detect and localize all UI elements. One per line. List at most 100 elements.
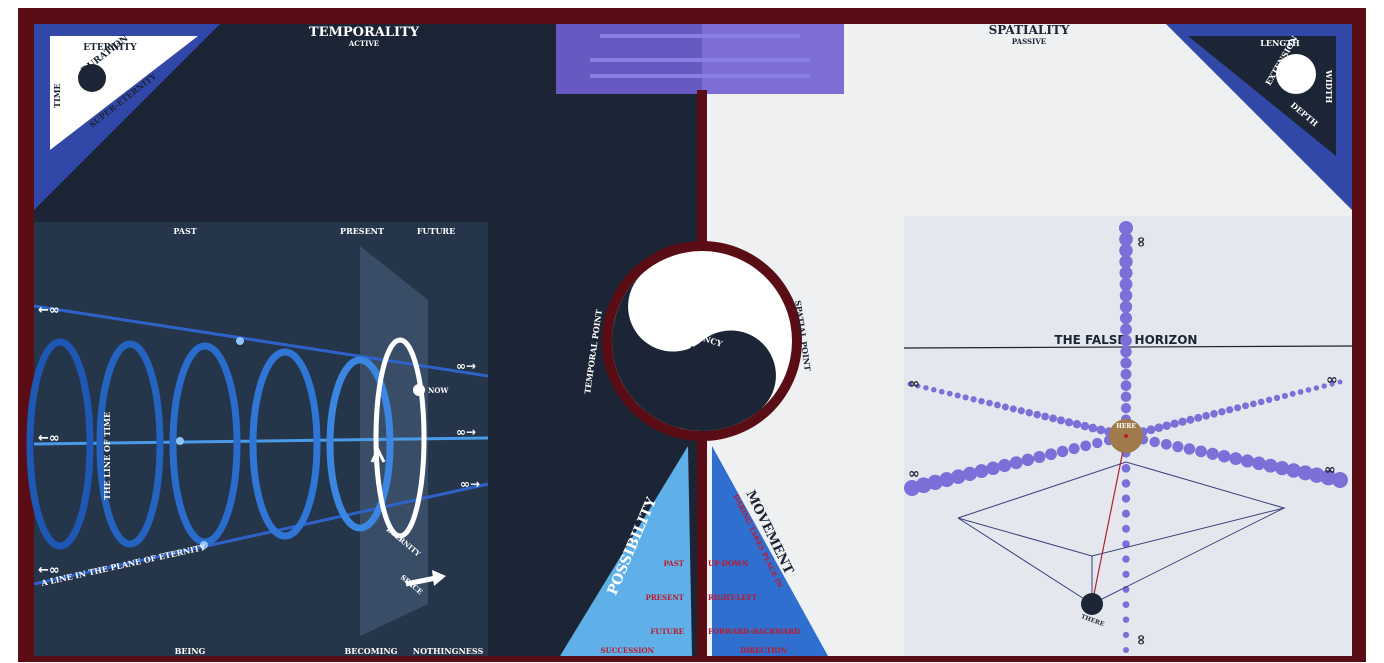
ray-dot <box>1297 389 1304 395</box>
ray-dot <box>1041 412 1049 421</box>
ray-dot <box>1320 469 1337 486</box>
ray-dot <box>1120 368 1132 380</box>
ray-dot <box>1119 232 1133 247</box>
ray-dot <box>1122 540 1130 548</box>
ray-dot <box>1305 387 1312 393</box>
spatiality-title: SPATIALITY <box>989 23 1070 37</box>
here-label: HERE <box>1116 423 1136 430</box>
helix <box>26 338 394 550</box>
ray-dot <box>931 386 937 393</box>
ray-dot <box>1183 443 1196 455</box>
ray-dot <box>1123 647 1129 653</box>
infinity-left-top: ←∞ <box>38 303 60 318</box>
nothingness-label: NOTHINGNESS <box>413 646 484 656</box>
space-panel: THE FALSE HORIZON HERE THERE ∞ ∞ ∞ ∞ ∞ ∞ <box>903 216 1353 656</box>
ray-dot <box>1329 381 1335 387</box>
space-arrow-icon <box>405 575 437 587</box>
ray-dot <box>962 466 978 482</box>
ray-dot <box>1263 458 1278 473</box>
ray-dot <box>1120 391 1132 403</box>
length-label: LENGTH <box>1260 38 1300 48</box>
ray-dot <box>1120 346 1132 358</box>
ground-plane <box>957 461 1286 605</box>
ray-dot <box>974 464 989 479</box>
ray-dot <box>1257 398 1265 406</box>
ray-dot <box>1096 425 1106 435</box>
ray-dot <box>1297 465 1313 481</box>
present-plane <box>360 246 428 636</box>
ray-dot <box>915 477 932 494</box>
ray-dot <box>1122 524 1130 533</box>
ray-dot <box>1186 415 1195 424</box>
yin-dot <box>685 374 709 398</box>
ray-dot <box>1017 407 1025 415</box>
yin-yang-dark <box>612 272 776 431</box>
banner-line <box>590 58 810 62</box>
infinity-right-mid: ∞→ <box>456 425 476 439</box>
ray-dot <box>1119 266 1133 280</box>
ray-dot <box>1195 445 1207 458</box>
ray-dot <box>1313 385 1320 391</box>
ray-dot <box>1121 494 1131 503</box>
ray-dot <box>1121 463 1131 473</box>
ray-dot <box>1025 409 1033 417</box>
ray-dot <box>1226 406 1234 414</box>
ray-dot <box>998 458 1012 473</box>
ray-dot <box>1119 255 1133 269</box>
dot-rays <box>904 221 1348 653</box>
ray-dot <box>1122 616 1130 623</box>
ray-dot <box>1160 438 1172 450</box>
banner-line <box>600 34 800 38</box>
temporality-title: TEMPORALITY <box>309 25 420 40</box>
ray-dot <box>1154 423 1164 433</box>
ray-dot <box>1242 402 1249 410</box>
ray-dot <box>1170 419 1179 428</box>
width-label: WIDTH <box>1324 69 1334 104</box>
ray-dot <box>1009 405 1017 413</box>
line-bottom <box>33 482 489 586</box>
ray-dot <box>923 385 929 391</box>
here-point <box>1124 434 1128 438</box>
ray-dot <box>954 392 961 399</box>
ray-dot <box>1120 357 1132 369</box>
ray-dot <box>1021 453 1035 467</box>
ray-dot <box>1149 436 1160 448</box>
infinity-top: ∞ <box>1133 236 1149 248</box>
ray-dot <box>978 397 985 405</box>
banner-line <box>590 74 810 78</box>
infinity-left-bottom: ←∞ <box>38 563 60 578</box>
ray-dot <box>1309 467 1325 483</box>
ray-dot <box>1178 417 1187 426</box>
ray-dot <box>1202 411 1210 420</box>
ray-dot <box>1068 443 1080 455</box>
ray-dot <box>1092 437 1103 449</box>
ray-dot <box>986 461 1000 476</box>
timeline-panel: PAST PRESENT FUTURE BEING BECOMING NOTHI… <box>26 222 489 656</box>
now-point <box>413 384 425 396</box>
node <box>200 541 208 549</box>
ray-dot <box>1337 379 1343 385</box>
row-past: PAST <box>664 559 685 568</box>
ray-dot <box>1146 425 1156 435</box>
ray-dot <box>1119 300 1133 313</box>
ray-dot <box>970 396 977 403</box>
false-horizon-label-2: HORIZON <box>1135 333 1198 347</box>
line-top <box>33 304 489 378</box>
ray-dot <box>1119 243 1133 258</box>
eternity-corner: ETERNITY DURATION SUPER-ETERNITY TIME <box>34 24 220 210</box>
row-direction: DIRECTION <box>740 646 788 655</box>
ray-dot <box>1088 423 1098 433</box>
ray-dot <box>1119 221 1133 235</box>
infinity-right-upper: ∞ <box>1326 372 1338 388</box>
eternity-loop <box>373 337 427 539</box>
row-right-left: RIGHT-LEFT <box>708 593 758 602</box>
space-arrowhead-icon <box>432 570 446 586</box>
infinity-left-lower: ∞ <box>908 466 920 482</box>
extension-corner: LENGTH EXTENSION DEPTH WIDTH <box>1166 24 1352 210</box>
infinity-left-upper: ∞ <box>908 376 920 392</box>
ray-dot <box>1289 390 1296 397</box>
row-future: FUTURE <box>650 627 684 636</box>
ray-dot <box>927 474 943 491</box>
ray-dot <box>1120 323 1132 336</box>
ray-dot <box>1218 408 1226 416</box>
